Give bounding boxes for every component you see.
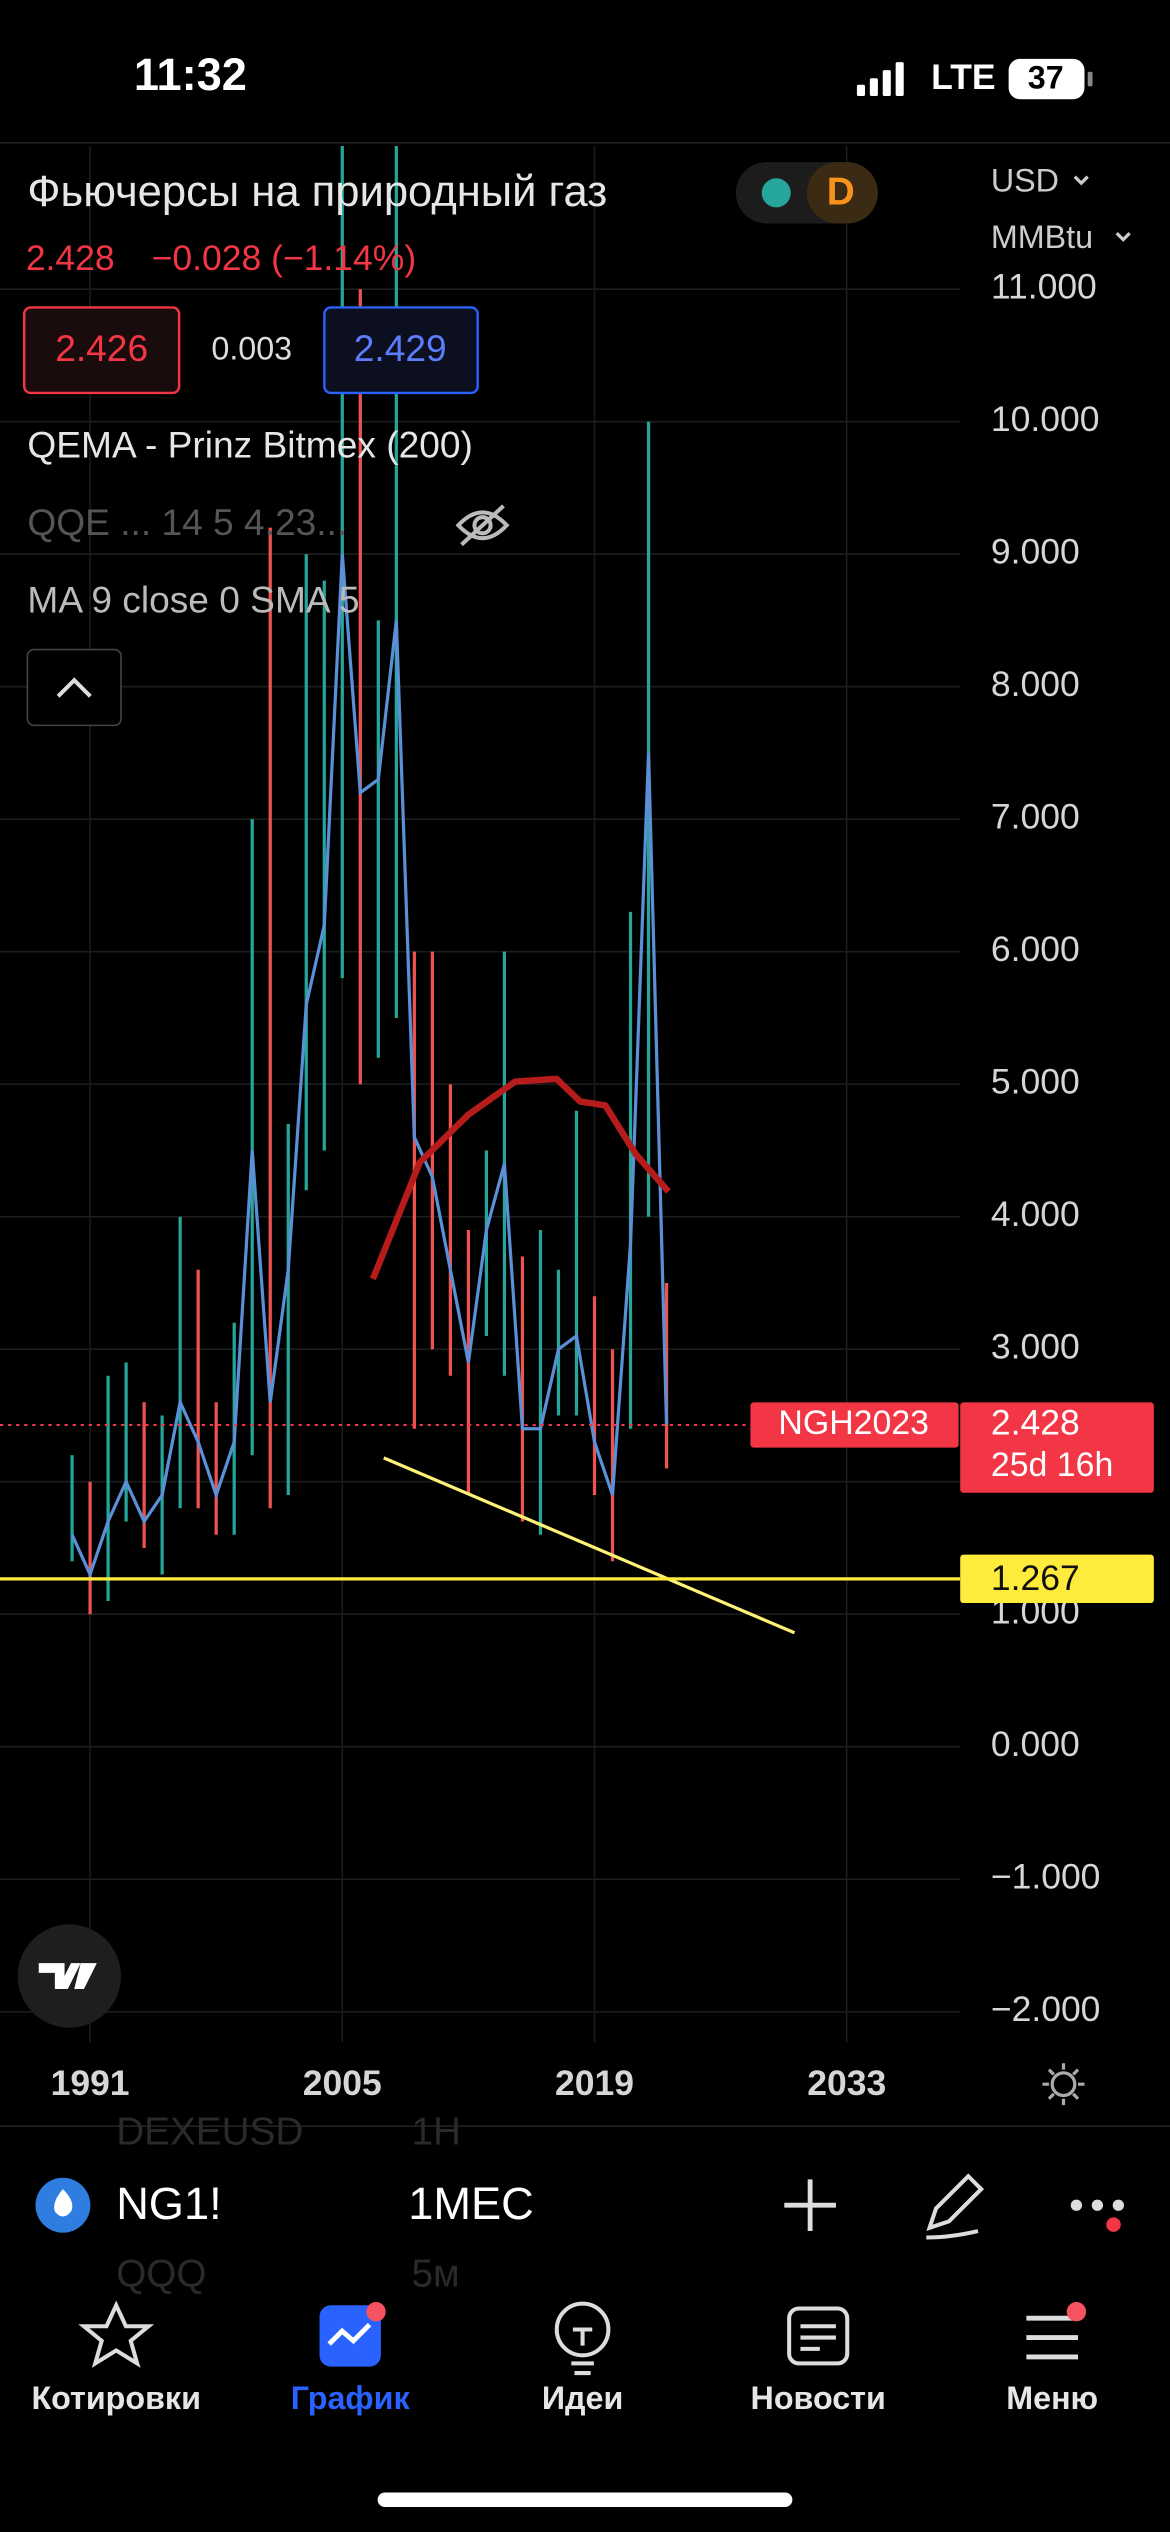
price-label: 2.428: [991, 1402, 1080, 1442]
add-button[interactable]: [784, 2179, 836, 2232]
badge-letter: D: [827, 171, 855, 214]
countdown: 25d 16h: [991, 1446, 1113, 1484]
y-tick-label: 5.000: [991, 1062, 1080, 1102]
battery-level: 37: [1028, 59, 1064, 95]
y-tick-label: 11.000: [991, 267, 1097, 307]
currency[interactable]: USD: [991, 163, 1059, 199]
y-tick-label: 0.000: [991, 1724, 1080, 1764]
interval[interactable]: 1МЕС: [408, 2178, 534, 2229]
indicator-label[interactable]: MA 9 close 0 SMA 5: [27, 579, 359, 621]
plot-area: [0, 146, 961, 1635]
trendline: [383, 1456, 796, 1635]
indicator-label[interactable]: QEMA - Prinz Bitmex (200): [27, 424, 472, 466]
tab-label[interactable]: График: [291, 2380, 411, 2416]
overlay: 11.000 10.000 9.000 8.000 7.000 6.000 5.000 4.0…: [51, 267, 1154, 2103]
battery-tip: [1087, 71, 1093, 87]
network-label: LTE: [931, 57, 995, 97]
symbol-label: NGH2023: [778, 1404, 929, 1442]
x-tick-label: 2033: [807, 2063, 886, 2103]
moving-average: [369, 1075, 671, 1281]
last-price: 2.428: [26, 238, 115, 278]
y-tick-label: 9.000: [991, 532, 1080, 572]
level-label-box: [960, 1554, 1154, 1604]
spread: 0.003: [211, 331, 292, 367]
chevron: [1073, 175, 1089, 186]
price-label-box: [960, 1402, 1154, 1493]
x-tick-label: 1991: [51, 2063, 130, 2103]
chevron-up: [56, 677, 92, 698]
price-line: [70, 554, 669, 1579]
tab-label[interactable]: Идеи: [542, 2380, 623, 2416]
news-icon: [787, 2306, 850, 2366]
x-tick-label: 2019: [555, 2063, 634, 2103]
symbol[interactable]: NG1!: [116, 2178, 221, 2229]
more-button[interactable]: [1070, 2199, 1125, 2232]
tab-label[interactable]: Меню: [1006, 2380, 1098, 2416]
symbol-title: Фьючерсы на природный газ: [27, 168, 607, 216]
tv-logo-mark: [38, 1963, 97, 1989]
badge: [1066, 2302, 1087, 2322]
faded-interval: 1H: [412, 2110, 461, 2153]
chart-icon-line: [327, 2322, 372, 2346]
level-label: 1.267: [991, 1558, 1080, 1598]
collapse-button[interactable]: [26, 648, 122, 727]
signal-icon: [856, 62, 904, 96]
flame: [54, 2189, 73, 2217]
symbol-label-box: [750, 1402, 959, 1448]
indicator-label[interactable]: QQE ... 14 5 4.23...: [27, 501, 347, 543]
buy-button[interactable]: [323, 306, 479, 395]
sell-button[interactable]: [22, 306, 181, 395]
bid-price: 2.426: [55, 327, 148, 369]
x-tick-label: 2005: [303, 2063, 382, 2103]
tab-bar: Котировки График Идеи Новости Меню: [31, 2300, 1098, 2416]
badge-right: [806, 162, 878, 224]
faded-symbol: QQQ: [116, 2252, 206, 2295]
y-tick-label: 10.000: [991, 399, 1100, 439]
price-change: −0.028 (−1.14%): [152, 238, 416, 278]
status-time: 11:32: [134, 49, 247, 100]
tab-label[interactable]: Новости: [751, 2380, 886, 2416]
settings-icon[interactable]: [1042, 2063, 1085, 2106]
hidden-eye-icon[interactable]: [455, 504, 510, 547]
unit[interactable]: MMBtu: [991, 219, 1093, 255]
faded-symbol: DEXEUSD: [116, 2110, 303, 2153]
y-tick-label: 4.000: [991, 1194, 1080, 1234]
ask-price: 2.429: [354, 327, 447, 369]
home-indicator: [377, 2492, 793, 2508]
y-tick-label: −1.000: [991, 1857, 1101, 1897]
y-tick-label: 8.000: [991, 664, 1080, 704]
chevron: [1115, 232, 1131, 242]
quotes-icon: [78, 2300, 155, 2368]
tab-label[interactable]: Котировки: [31, 2380, 200, 2416]
badge: [366, 2302, 386, 2322]
y-tick-label: −2.000: [991, 1989, 1101, 2029]
ideas-icon: [554, 2301, 611, 2376]
y-tick-label: 6.000: [991, 929, 1080, 969]
y-tick-label: 7.000: [991, 797, 1080, 837]
faded-interval: 5м: [412, 2252, 460, 2295]
y-tick-label: 3.000: [991, 1327, 1080, 1367]
market-status-dot: [761, 178, 791, 208]
battery: [1008, 58, 1085, 100]
draw-button[interactable]: [926, 2173, 985, 2240]
